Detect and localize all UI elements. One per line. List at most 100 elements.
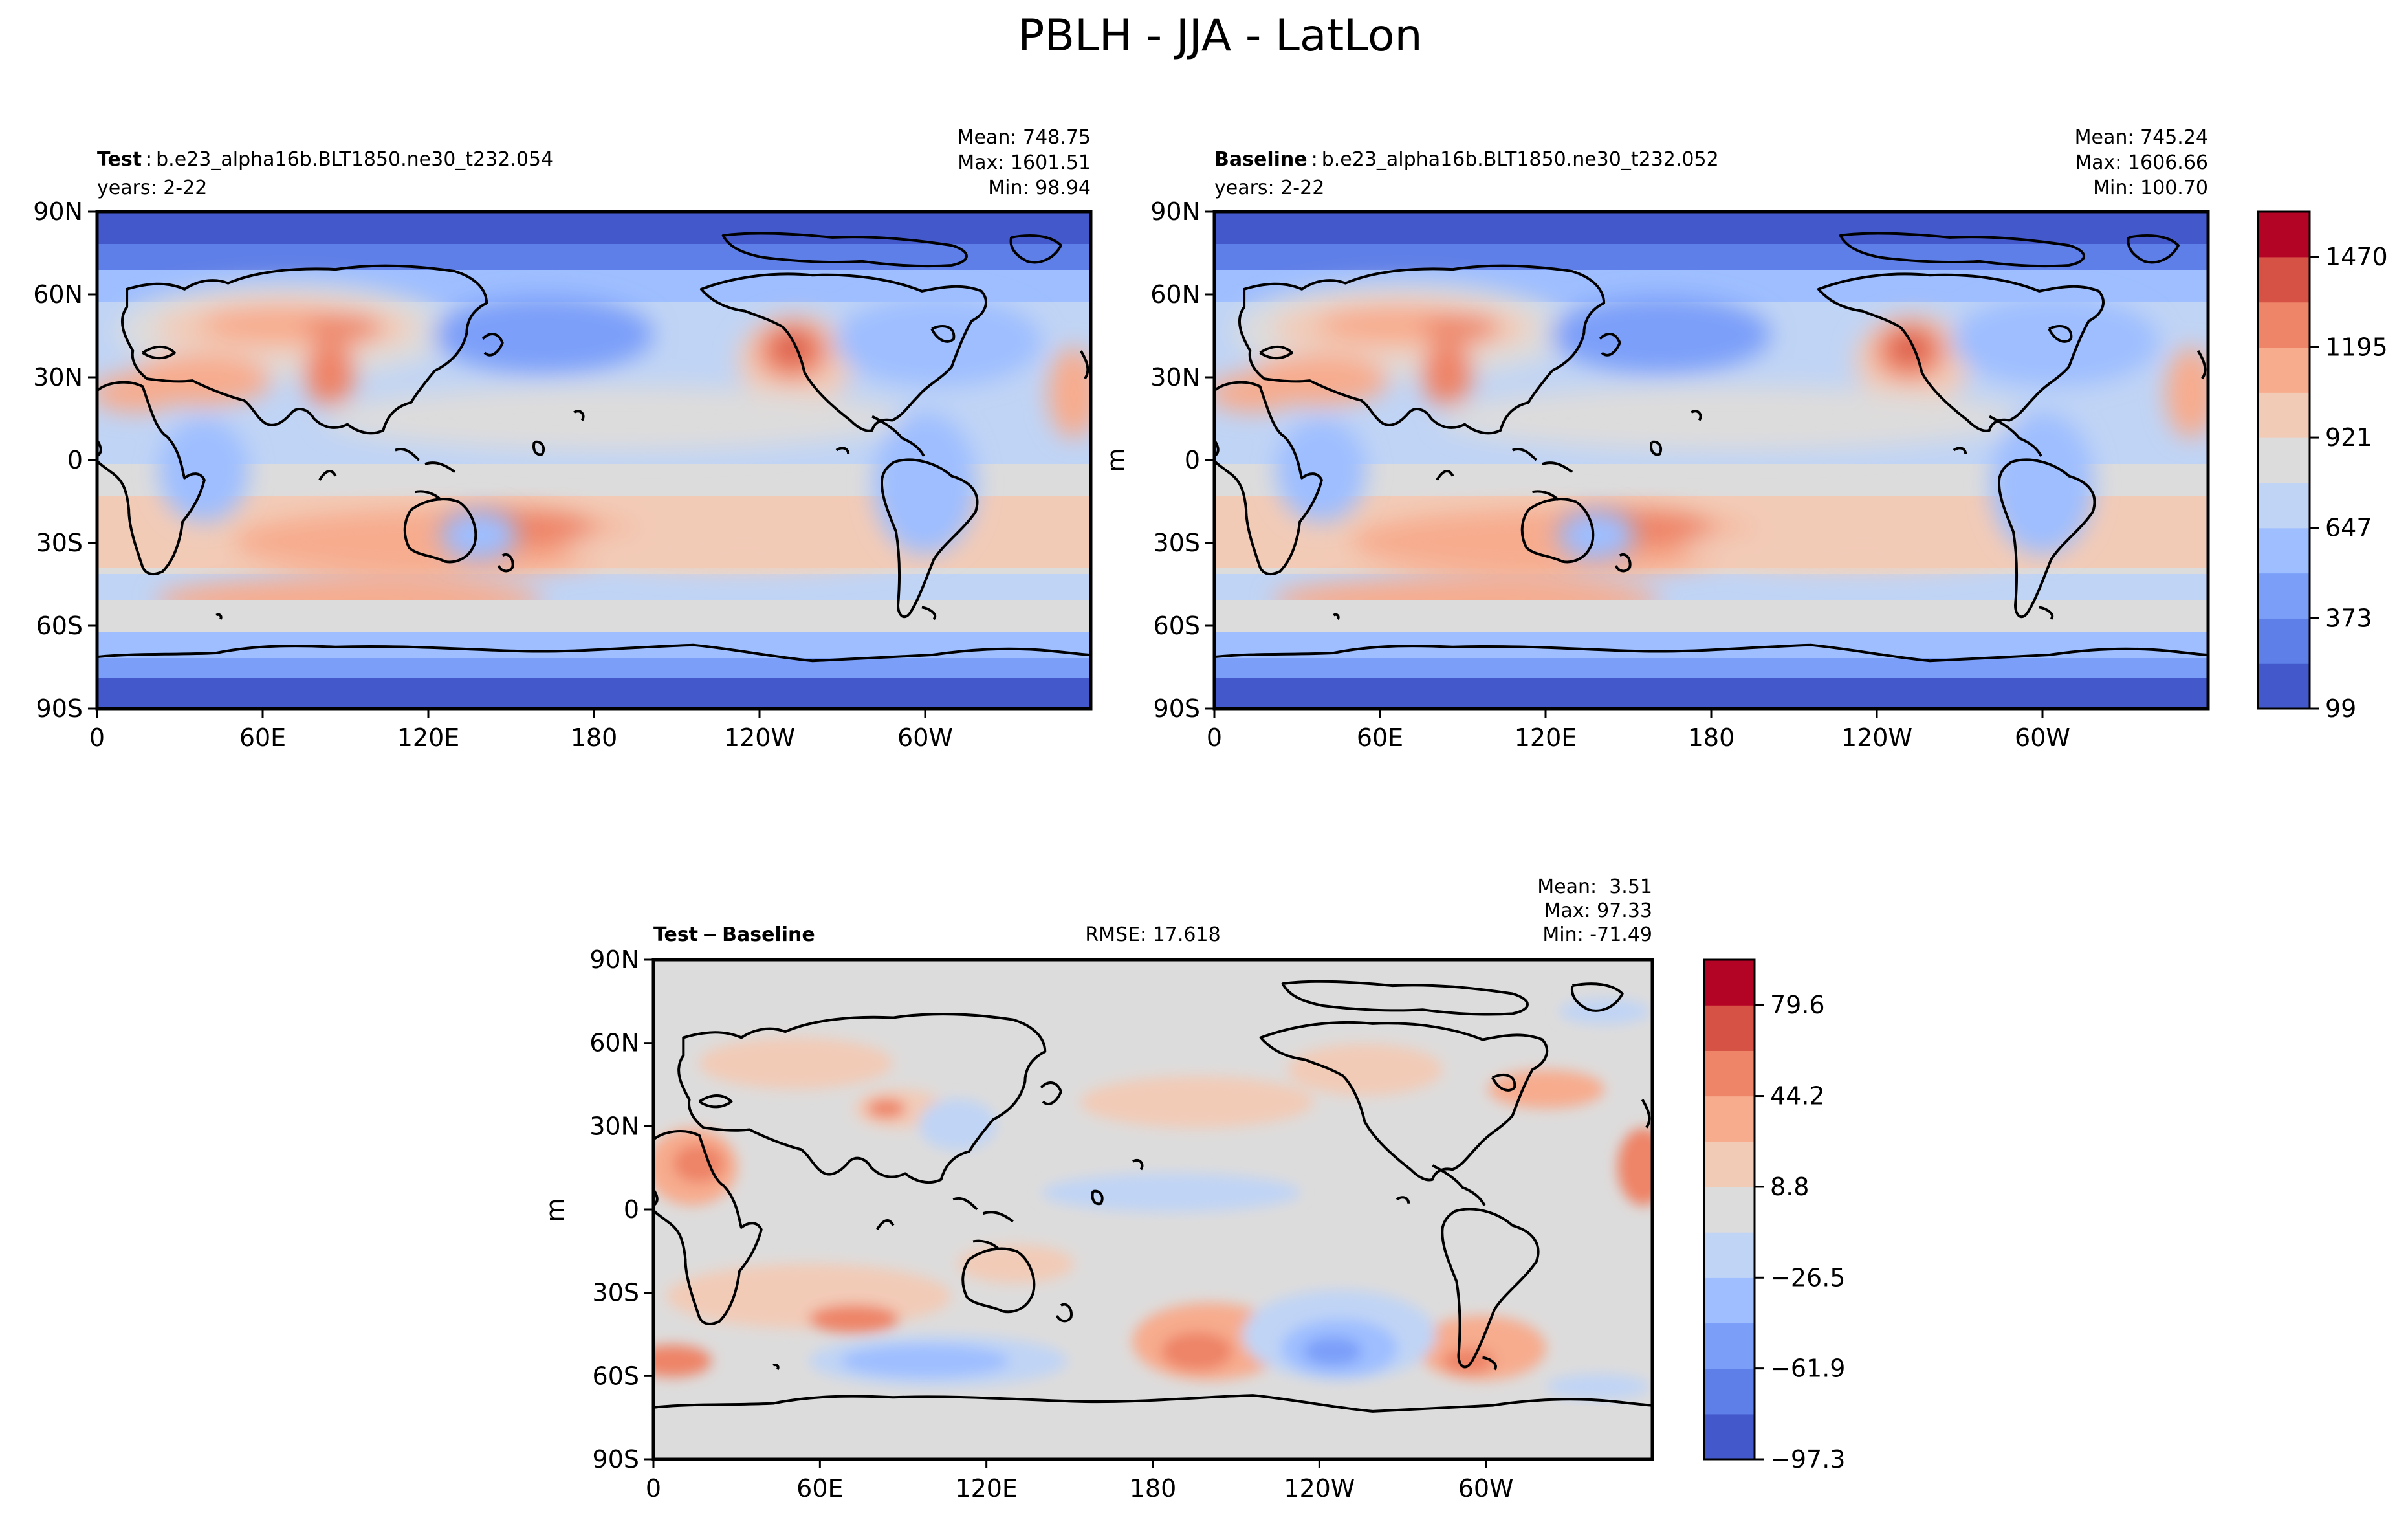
colorbar-band (2258, 437, 2310, 483)
test-mean: Mean: 748.75 (958, 126, 1091, 149)
baseline-label-sep: : (1311, 148, 1318, 171)
lat-tick-label: 60S (593, 1362, 639, 1390)
lat-tick-label: 90N (589, 945, 639, 974)
colorbar-tick-label: −26.5 (1770, 1263, 1845, 1292)
lon-tick-label: 0 (1207, 723, 1222, 752)
baseline-lon-axis: 0 60E 120E 180 120W 60W (1207, 709, 2070, 752)
colorbar-band (2258, 256, 2310, 303)
lat-tick-label: 30N (589, 1112, 639, 1140)
lon-tick-label: 60E (1357, 723, 1403, 752)
lat-tick-label: 30S (36, 529, 83, 557)
lat-tick-label: 0 (67, 446, 83, 474)
colorbar-band (1704, 1141, 1755, 1187)
colorbar-tick-label: 79.6 (1770, 991, 1825, 1019)
lat-tick-label: 90S (593, 1445, 639, 1474)
panel-baseline: Baseline: b.e23_alpha16b.BLT1850.ne30_t23… (1102, 126, 2210, 752)
test-years: years: 2-22 (97, 177, 207, 199)
colorbar-band (1704, 1096, 1755, 1142)
diff-label-test: Test (653, 923, 698, 946)
lon-tick-label: 60W (2015, 723, 2070, 752)
colorbar-band (2258, 618, 2310, 664)
colorbar-tick-label: 373 (2325, 604, 2372, 632)
colorbar-band (1704, 1368, 1755, 1415)
baseline-case-name: b.e23_alpha16b.BLT1850.ne30_t232.052 (1322, 148, 1719, 171)
colorbar-band (1704, 1413, 1755, 1460)
lon-tick-label: 120E (1515, 723, 1577, 752)
lon-tick-label: 0 (89, 723, 105, 752)
colorbar-band (2258, 347, 2310, 393)
colorbar-band (2258, 482, 2310, 529)
lat-tick-label: 0 (624, 1195, 639, 1224)
baseline-mean: Mean: 745.24 (2075, 126, 2208, 149)
lat-tick-label: 60S (1154, 612, 1200, 640)
test-max: Max: 1601.51 (958, 151, 1091, 174)
lat-tick-label: 60S (36, 612, 83, 640)
test-lon-axis: 0 60E 120E 180 120W 60W (89, 709, 953, 752)
svg-text:Test:b.e23_alpha16b.BLT1850.ne: Test: b.e23_alpha16b.BLT1850.ne30_t232.05… (97, 148, 553, 171)
lon-tick-label: 0 (646, 1474, 661, 1503)
diff-mean: Mean: 3.51 (1537, 876, 1652, 898)
diff-label-baseline: Baseline (722, 923, 815, 946)
colorbar-frame (1703, 958, 1756, 1461)
colorbar-band (2258, 392, 2310, 438)
lon-tick-label: 60W (897, 723, 953, 752)
lon-tick-label: 120E (397, 723, 460, 752)
lat-tick-label: 60N (1150, 280, 1200, 309)
colorbar-band (2258, 527, 2310, 574)
panel-difference: Test − Baseline RMSE: 17.618 Mean: 3.51 Ma… (541, 876, 1669, 1503)
lon-tick-label: 180 (1130, 1474, 1177, 1503)
colorbar-tick-label: 1470 (2325, 243, 2388, 271)
lon-tick-label: 180 (1688, 723, 1735, 752)
test-label: Test (97, 148, 142, 171)
colorbar-tick-label: 8.8 (1770, 1173, 1809, 1201)
colorbar-difference: 79.6 44.2 8.8 −26.5 −61.9 −97.3 (1703, 958, 1845, 1474)
colorbar-band (1704, 960, 1755, 1006)
colorbar-tick-label: −97.3 (1770, 1445, 1845, 1474)
colorbar-frame (2257, 210, 2311, 710)
lat-tick-label: 30S (593, 1279, 639, 1307)
diff-label-operator: − (702, 923, 718, 946)
test-map (97, 212, 1091, 709)
colorbar-band (2258, 212, 2310, 258)
baseline-y-axis-label: m (1102, 448, 1130, 472)
lat-tick-label: 30N (33, 363, 83, 392)
colorbar-band (1704, 1277, 1755, 1324)
diff-rmse: RMSE: 17.618 (1085, 923, 1220, 946)
panel-test: Test: b.e23_alpha16b.BLT1850.ne30_t232.05… (33, 126, 1093, 752)
diff-lon-axis: 0 60E 120E 180 120W 60W (646, 1459, 1514, 1503)
diff-y-axis-label: m (541, 1198, 569, 1222)
lon-tick-label: 120W (1841, 723, 1912, 752)
baseline-lat-axis: 90N 60N 30N 0 30S 60S 90S (1150, 197, 1214, 723)
colorbar-tick-label: 647 (2325, 514, 2372, 542)
diff-max: Max: 97.33 (1544, 900, 1652, 922)
test-min: Min: 98.94 (988, 177, 1091, 199)
lat-tick-label: 90N (33, 197, 83, 226)
colorbar-band (1704, 1050, 1755, 1097)
lat-tick-label: 90S (1154, 694, 1200, 723)
difference-map (634, 960, 1669, 1459)
colorbar-band (2258, 573, 2310, 619)
lon-tick-label: 60W (1458, 1474, 1514, 1503)
colorbar-tick-label: 1195 (2325, 333, 2388, 361)
test-case-name: b.e23_alpha16b.BLT1850.ne30_t232.054 (156, 148, 553, 171)
colorbar-band (2258, 302, 2310, 348)
diff-min: Min: -71.49 (1542, 923, 1652, 946)
lat-tick-label: 60N (33, 280, 83, 309)
lat-tick-label: 90S (36, 694, 83, 723)
lon-tick-label: 60E (239, 723, 286, 752)
lat-tick-label: 30S (1154, 529, 1200, 557)
lon-tick-label: 120E (955, 1474, 1018, 1503)
lon-tick-label: 120W (724, 723, 795, 752)
colorbar-top: 1470 1195 921 647 373 99 (2257, 210, 2388, 723)
test-lat-axis: 90N 60N 30N 0 30S 60S 90S (33, 197, 97, 723)
lat-tick-label: 30N (1150, 363, 1200, 392)
baseline-min: Min: 100.70 (2093, 177, 2208, 199)
colorbar-band (1704, 1186, 1755, 1233)
baseline-map (1214, 212, 2208, 709)
colorbar-band (1704, 1005, 1755, 1051)
colorbar-tick-label: 921 (2325, 423, 2372, 452)
svg-text:Baseline:b.e23_alpha16b.BLT185: Baseline: b.e23_alpha16b.BLT1850.ne30_t23… (1214, 148, 1719, 171)
lon-tick-label: 60E (796, 1474, 843, 1503)
lat-tick-label: 90N (1150, 197, 1200, 226)
